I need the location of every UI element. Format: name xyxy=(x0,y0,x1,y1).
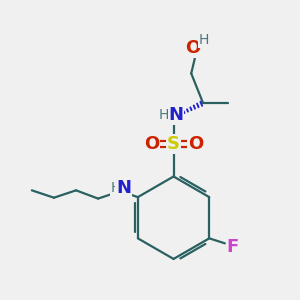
Text: S: S xyxy=(167,135,180,153)
Text: F: F xyxy=(227,238,239,256)
Text: O: O xyxy=(144,135,159,153)
Text: H: H xyxy=(111,181,121,195)
Text: O: O xyxy=(185,39,200,57)
Text: N: N xyxy=(116,179,131,197)
Text: N: N xyxy=(168,106,183,124)
Text: O: O xyxy=(188,135,203,153)
Text: H: H xyxy=(159,108,169,122)
Text: H: H xyxy=(199,33,209,47)
